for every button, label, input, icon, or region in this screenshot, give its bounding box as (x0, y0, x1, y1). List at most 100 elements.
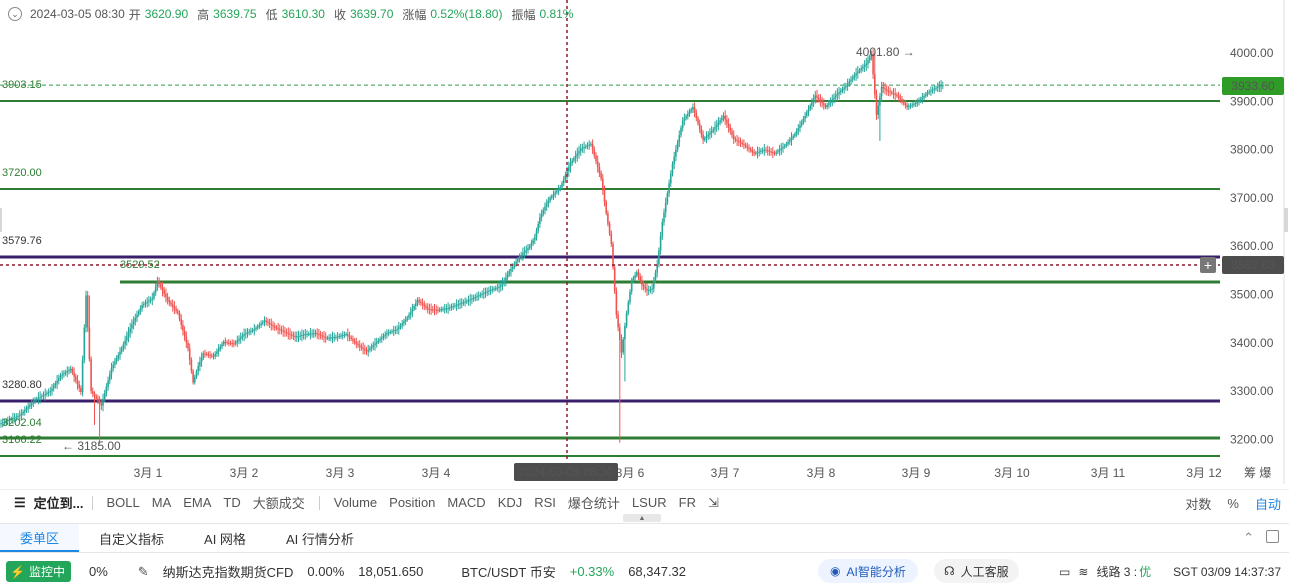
indicator-boll[interactable]: BOLL (106, 495, 140, 510)
x-tick-label: 3月 6 (616, 466, 645, 480)
candle-body (775, 152, 777, 154)
candle-body (302, 334, 305, 336)
candle-body (292, 335, 295, 337)
candle-body (607, 213, 609, 224)
candle-body (557, 189, 560, 191)
percent-scale-toggle[interactable]: % (1227, 495, 1239, 511)
y-tick-label: 3600.00 (1230, 239, 1274, 253)
tab-ai-market-analysis[interactable]: AI 行情分析 (285, 531, 354, 547)
candle-body (515, 261, 517, 265)
monitor-badge[interactable]: ⚡ 监控中 (6, 561, 71, 582)
candle-body (692, 107, 694, 110)
line-label[interactable]: 线路 3 : (1096, 565, 1138, 579)
candle-body (569, 163, 572, 168)
indicator-ema[interactable]: EMA (183, 495, 212, 510)
indicator-lsur[interactable]: LSUR (631, 495, 667, 510)
indicator-position[interactable]: Position (389, 495, 436, 510)
candle-body (81, 359, 84, 393)
candle-body (755, 152, 757, 154)
indicator-volume[interactable]: Volume (333, 495, 378, 510)
candle-body (314, 333, 317, 335)
candle-body (360, 346, 363, 348)
candle-body (139, 308, 142, 312)
message-icon[interactable]: ▭ (1059, 564, 1071, 579)
candle-body (132, 321, 135, 325)
candle-body (0, 423, 2, 425)
tab-custom-indicators[interactable]: 自定义指标 (99, 531, 165, 547)
candle-body (386, 333, 388, 335)
indicator-rsi[interactable]: RSI (534, 495, 556, 510)
candle-body (200, 357, 203, 362)
maximize-icon[interactable] (1266, 530, 1279, 543)
indicator-kdj[interactable]: KDJ (497, 495, 523, 510)
candle-body (885, 89, 888, 91)
indicator-macd[interactable]: MACD (447, 495, 486, 510)
candle-body (233, 343, 235, 345)
candle-body (850, 79, 852, 82)
candle-body (273, 326, 276, 328)
candle-body (782, 147, 784, 149)
candle-body (668, 183, 670, 194)
collapse-up-icon[interactable]: ⌃ (1243, 530, 1254, 545)
candle-body (318, 333, 320, 335)
indicator-liquidation[interactable]: 爆仓统计 (567, 496, 620, 511)
candle-body (338, 336, 341, 338)
candle-body (336, 336, 339, 338)
candle-body (357, 343, 359, 346)
candle-body (496, 287, 499, 289)
candle-body (112, 364, 114, 368)
candle-body (71, 368, 74, 373)
candle-body (551, 196, 553, 198)
indicator-fr[interactable]: FR (678, 495, 696, 510)
candle-body (828, 103, 830, 106)
candle-body (114, 361, 116, 365)
tab-ai-grid[interactable]: AI 网格 (204, 531, 246, 547)
candle-body (474, 297, 477, 299)
candle-body (547, 200, 550, 204)
candle-body (372, 345, 375, 347)
collapse-chevron-icon[interactable]: ⌄ (8, 7, 22, 21)
auto-scale-toggle[interactable]: 自动 (1254, 496, 1281, 512)
divider (91, 495, 93, 510)
candle-body (455, 304, 458, 306)
candle-body (539, 217, 541, 224)
tab-orders[interactable]: 委单区 (0, 524, 80, 552)
candle-body (938, 86, 941, 88)
candle-body (834, 95, 837, 98)
candle-body (7, 420, 9, 422)
candle-body (743, 143, 745, 145)
nasdaq-name[interactable]: 纳斯达克指数期货CFD (162, 565, 294, 580)
candle-body (59, 375, 62, 379)
expand-icon[interactable]: ⇲ (707, 494, 719, 510)
indicator-td[interactable]: TD (223, 495, 241, 510)
price-chart[interactable]: 3903.15 3720.00 3579.76 3529.52 3280.80 3202.… (0, 0, 1289, 484)
candle-body (676, 142, 679, 150)
pencil-icon[interactable]: ✎ (137, 563, 149, 579)
locate-to-button[interactable]: ☰ 定位到... (14, 493, 84, 512)
candle-body (802, 118, 805, 122)
candle-body (335, 337, 337, 339)
log-scale-toggle[interactable]: 对数 (1185, 496, 1212, 512)
candle-body (534, 237, 536, 241)
candle-body (719, 120, 721, 123)
candle-body (899, 97, 902, 100)
customer-service-button[interactable]: ☊ 人工客服 (934, 559, 1019, 583)
indicator-ma[interactable]: MA (151, 495, 172, 510)
panel-resize-handle[interactable]: ▲ (623, 514, 661, 522)
candle-body (316, 333, 318, 335)
candle-body (415, 303, 417, 307)
btc-name[interactable]: BTC/USDT 币安 (461, 565, 556, 580)
candle-body (279, 328, 281, 330)
ai-analysis-button[interactable]: ◉ AI智能分析 (818, 559, 918, 583)
candle-body (683, 118, 686, 121)
candle-body (493, 288, 495, 290)
candle-body (749, 149, 752, 151)
indicator-large-trades[interactable]: 大额成交 (252, 496, 305, 511)
add-alert-icon: + (1204, 257, 1212, 273)
candle-body (741, 142, 743, 144)
candle-body (3, 421, 6, 423)
candle-body (284, 331, 286, 333)
candle-body (721, 118, 723, 121)
candle-body (613, 267, 616, 292)
candle-body (887, 90, 890, 92)
